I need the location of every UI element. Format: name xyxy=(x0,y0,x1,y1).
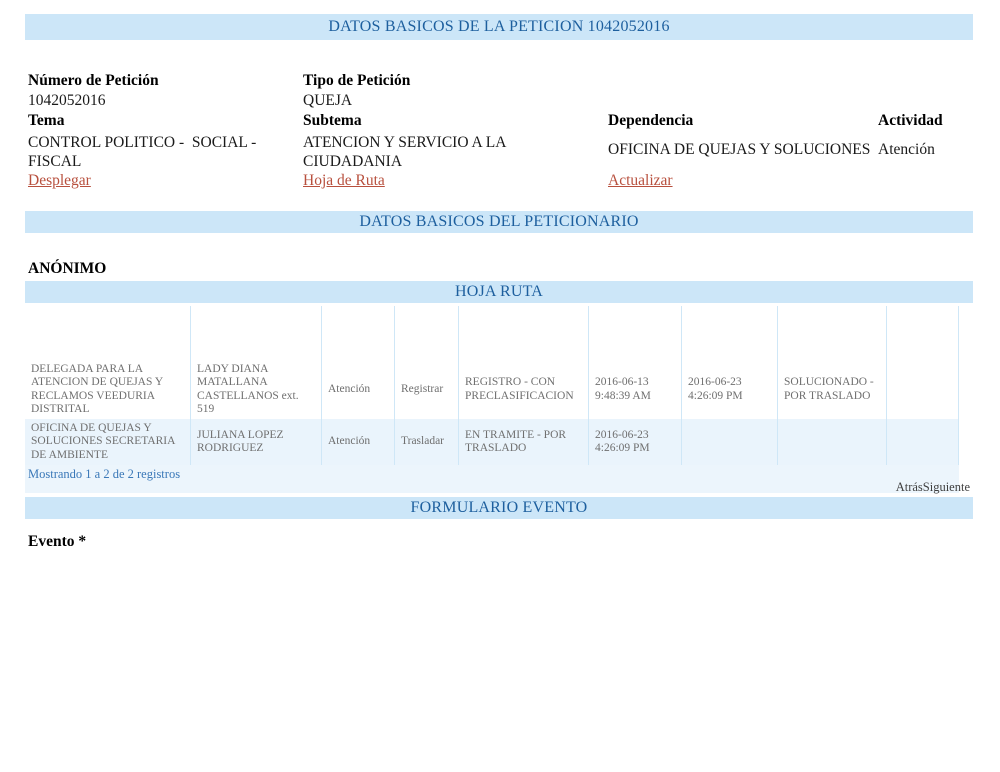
table-cell-accion: Trasladar xyxy=(395,419,459,465)
hoja-ruta-table: DELEGADA PARA LA ATENCION DE QUEJAS Y RE… xyxy=(25,306,959,465)
table-cell-extra xyxy=(887,419,959,465)
table-header-cell xyxy=(25,306,191,360)
numero-peticion-label: Número de Petición xyxy=(28,72,159,89)
table-cell-estado: EN TRAMITE - POR TRASLADO xyxy=(459,419,589,465)
hoja-de-ruta-link[interactable]: Hoja de Ruta xyxy=(303,172,385,189)
anonimo-text: ANÓNIMO xyxy=(28,260,107,277)
table-cell-solucion: SOLUCIONADO - POR TRASLADO xyxy=(778,360,887,419)
section-title-formulario-evento: FORMULARIO EVENTO xyxy=(410,499,588,516)
pagination-prev-button[interactable]: Atrás xyxy=(895,480,923,494)
actividad-label: Actividad xyxy=(878,112,943,129)
section-title-peticionario: DATOS BASICOS DEL PETICIONARIO xyxy=(359,213,639,230)
table-header-cell xyxy=(887,306,959,360)
table-row: DELEGADA PARA LA ATENCION DE QUEJAS Y RE… xyxy=(25,360,959,419)
tipo-peticion-label: Tipo de Petición xyxy=(303,72,411,89)
table-cell-dependencia: OFICINA DE QUEJAS Y SOLUCIONES SECRETARI… xyxy=(25,419,191,465)
section-header-peticion: DATOS BASICOS DE LA PETICION 1042052016 xyxy=(25,14,973,40)
evento-label: Evento * xyxy=(28,533,87,550)
table-cell-fecha-inicio: 2016-06-13 9:48:39 AM xyxy=(589,360,682,419)
subtema-value: ATENCION Y SERVICIO A LA CIUDADANIA xyxy=(303,134,510,170)
dependencia-label: Dependencia xyxy=(608,112,694,129)
tema-label: Tema xyxy=(28,112,65,129)
table-header-row xyxy=(25,306,959,360)
actualizar-link[interactable]: Actualizar xyxy=(608,172,673,189)
tema-value: CONTROL POLITICO - SOCIAL - FISCAL xyxy=(28,134,261,170)
table-header-cell xyxy=(322,306,395,360)
table-cell-estado: REGISTRO - CON PRECLASIFICACION xyxy=(459,360,589,419)
table-pagination: AtrásSiguiente xyxy=(896,480,970,495)
table-cell-dependencia: DELEGADA PARA LA ATENCION DE QUEJAS Y RE… xyxy=(25,360,191,419)
actividad-value: Atención xyxy=(878,141,935,158)
table-cell-extra xyxy=(887,360,959,419)
table-cell-accion: Registrar xyxy=(395,360,459,419)
section-header-formulario-evento: FORMULARIO EVENTO xyxy=(25,497,973,519)
section-title-hoja-ruta: HOJA RUTA xyxy=(454,283,544,300)
dependencia-value: OFICINA DE QUEJAS Y SOLUCIONES xyxy=(608,141,871,158)
table-cell-fecha-fin: 2016-06-23 4:26:09 PM xyxy=(682,360,778,419)
tipo-peticion-value: QUEJA xyxy=(303,92,353,109)
section-header-hoja-ruta: HOJA RUTA xyxy=(25,281,973,303)
section-header-peticionario: DATOS BASICOS DEL PETICIONARIO xyxy=(25,211,973,233)
desplegar-link[interactable]: Desplegar xyxy=(28,172,91,189)
section-title-peticion: DATOS BASICOS DE LA PETICION 1042052016 xyxy=(328,18,670,35)
table-cell-fecha-inicio: 2016-06-23 4:26:09 PM xyxy=(589,419,682,465)
table-header-cell xyxy=(682,306,778,360)
pagination-next-button[interactable]: Siguiente xyxy=(922,480,970,494)
table-header-cell xyxy=(459,306,589,360)
table-cell-solucion xyxy=(778,419,887,465)
table-header-cell xyxy=(395,306,459,360)
table-info-text: Mostrando 1 a 2 de 2 registros xyxy=(28,467,181,481)
table-cell-actividad: Atención xyxy=(322,360,395,419)
table-header-cell xyxy=(589,306,682,360)
table-footer: Mostrando 1 a 2 de 2 registros AtrásSigu… xyxy=(25,465,970,494)
numero-peticion-value: 1042052016 xyxy=(28,92,106,109)
subtema-label: Subtema xyxy=(303,112,362,129)
table-row: OFICINA DE QUEJAS Y SOLUCIONES SECRETARI… xyxy=(25,419,959,465)
table-cell-fecha-fin xyxy=(682,419,778,465)
table-cell-actividad: Atención xyxy=(322,419,395,465)
table-header-cell xyxy=(191,306,322,360)
table-cell-funcionario: LADY DIANA MATALLANA CASTELLANOS ext. 51… xyxy=(191,360,322,419)
table-cell-funcionario: JULIANA LOPEZ RODRIGUEZ xyxy=(191,419,322,465)
table-header-cell xyxy=(778,306,887,360)
